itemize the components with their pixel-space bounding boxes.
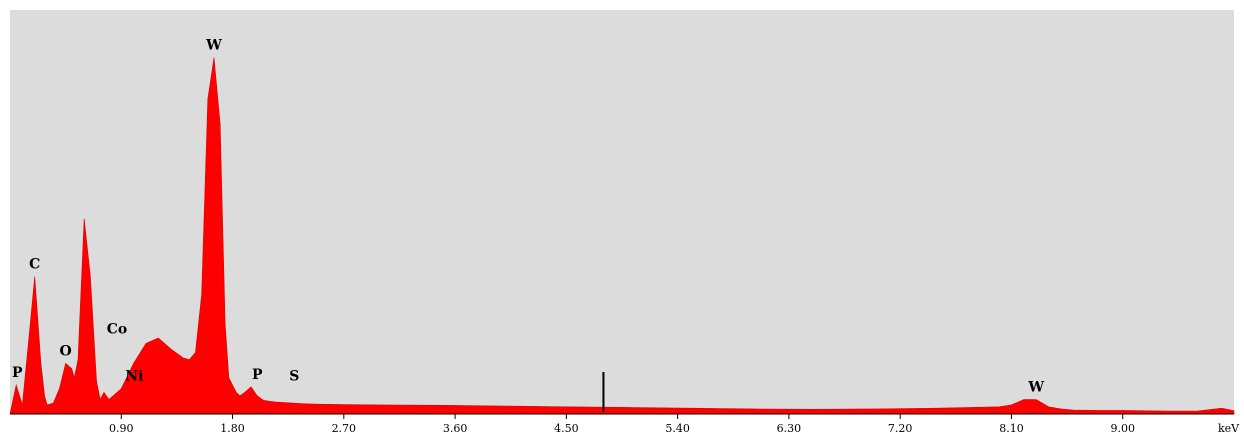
peak-label: S [289,369,299,385]
x-tick-label: 3.60 [443,422,468,435]
x-tick-label: 6.30 [777,422,802,435]
peak-label: P [12,365,23,381]
peak-label: Ni [125,369,143,385]
spectrum-layer [9,57,1235,415]
peak-label: W [1027,380,1044,396]
x-tick-label: 0.90 [109,422,134,435]
peak-label: Co [107,322,127,338]
x-tick-label: 8.10 [999,422,1024,435]
x-tick-label: 7.20 [888,422,913,435]
x-tick-label: 4.50 [554,422,579,435]
x-tick-label: 5.40 [665,422,690,435]
x-tick-label: 9.00 [1110,422,1135,435]
peak-label: O [60,343,72,359]
peak-label: P [252,367,263,383]
x-tick-label: 1.80 [220,422,245,435]
x-tick-label: 2.70 [332,422,357,435]
peak-labels: P C O Co Ni W P S W [12,37,1044,395]
spectrum-area [9,57,1235,415]
x-unit-label: keV [1218,422,1240,435]
plot-background [10,10,1234,414]
peak-label: C [29,256,40,272]
peak-label: W [205,37,222,53]
x-ticks: 0.90 1.80 2.70 3.60 4.50 5.40 6.30 7.20 8.10 9.00 [109,414,1135,435]
